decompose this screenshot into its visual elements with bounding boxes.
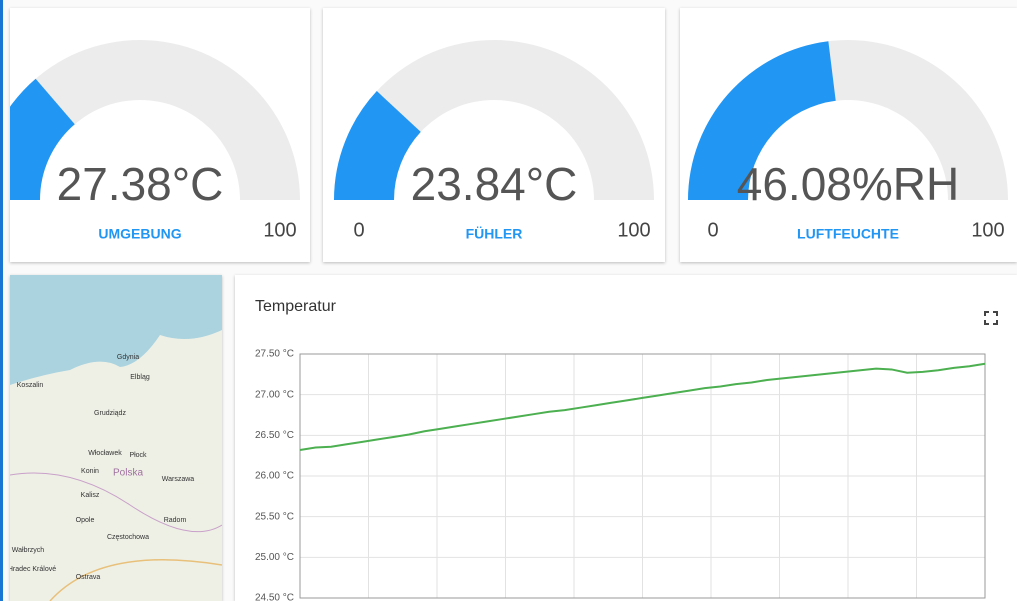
plot-frame — [299, 353, 986, 599]
gauge-label: UMGEBUNG — [98, 226, 181, 242]
y-tick-label: 27.50 °C — [255, 349, 294, 360]
gauge-fill — [688, 41, 836, 201]
gauge-track — [334, 40, 654, 200]
map-label: Grudziądz — [94, 410, 126, 417]
gauge-max: 100 — [971, 219, 1004, 241]
value: 27.38 — [57, 158, 172, 210]
gauge-value: 23.84°C — [411, 158, 578, 210]
gauge-track — [10, 40, 300, 200]
gauge-max: 100 — [263, 219, 296, 241]
map-label: Radom — [164, 517, 187, 524]
chart-card: Temperatur 24.50 °C 25.00 °C 25.50 °C 26.00… — [235, 275, 1017, 601]
map-label: Częstochowa — [107, 534, 149, 541]
fullscreen-icon[interactable] — [984, 311, 998, 325]
map-label: Opole — [76, 517, 95, 524]
unit: %RH — [852, 158, 959, 210]
gauge-fill — [334, 91, 421, 200]
gauge: 46.08%RH LUFTFEUCHTE 0 100 — [688, 40, 1008, 242]
map-card[interactable]: Gdynia Elbląg Koszalin Grudziądz Włocławek Pł… — [10, 275, 222, 601]
line — [299, 362, 986, 451]
sea — [10, 275, 222, 385]
map-label: Gdynia — [117, 354, 139, 361]
gauge-min: 0 — [10, 219, 11, 241]
border — [10, 472, 222, 533]
gauge-fill — [10, 78, 75, 200]
left-edge — [0, 0, 3, 601]
map-label: Hradec Králové — [10, 566, 56, 573]
unit: °C — [172, 158, 224, 210]
gauge-card: 23.84°C FÜHLER 0 100 — [323, 8, 665, 262]
gauge-min: 0 — [353, 219, 364, 241]
map-label: Elbląg — [130, 374, 150, 381]
gauge-min: 0 — [707, 219, 718, 241]
gauge-label: FÜHLER — [466, 226, 523, 242]
map-label: Konin — [81, 468, 99, 475]
map-label: Płock — [129, 452, 147, 459]
map-label: Koszalin — [17, 382, 44, 389]
gauge-card: 46.08%RH LUFTFEUCHTE 0 100 — [680, 8, 1017, 262]
gauge-max: 100 — [617, 219, 650, 241]
map-label: Ostrava — [76, 574, 101, 581]
unit: °C — [526, 158, 578, 210]
map-label: Warszawa — [162, 476, 195, 483]
map-label: Kalisz — [81, 492, 100, 499]
map[interactable]: Gdynia Elbląg Koszalin Grudziądz Włocławek Pł… — [10, 275, 222, 601]
gauge-value: 46.08%RH — [737, 158, 959, 210]
value: 46.08 — [737, 158, 852, 210]
chart: Temperatur 24.50 °C 25.00 °C 25.50 °C 26.00… — [255, 298, 998, 601]
road — [49, 559, 222, 601]
y-tick-label: 26.50 °C — [255, 430, 294, 441]
gauge-label: LUFTFEUCHTE — [797, 226, 899, 242]
y-tick-label: 25.00 °C — [255, 552, 294, 563]
value: 23.84 — [411, 158, 526, 210]
map-label: Włocławek — [88, 450, 122, 457]
y-tick-label: 24.50 °C — [255, 593, 294, 601]
y-tick-label: 26.00 °C — [255, 471, 294, 482]
map-label: Polska — [113, 468, 143, 479]
y-tick-label: 27.00 °C — [255, 389, 294, 400]
map-label: Wałbrzych — [12, 547, 45, 554]
y-tick-label: 25.50 °C — [255, 511, 294, 522]
gauge-value: 27.38°C — [57, 158, 224, 210]
chart-title: Temperatur — [255, 298, 337, 315]
gauge: 27.38°C UMGEBUNG 0 100 — [10, 40, 300, 242]
gauge-card: 27.38°C UMGEBUNG 0 100 — [10, 8, 310, 262]
